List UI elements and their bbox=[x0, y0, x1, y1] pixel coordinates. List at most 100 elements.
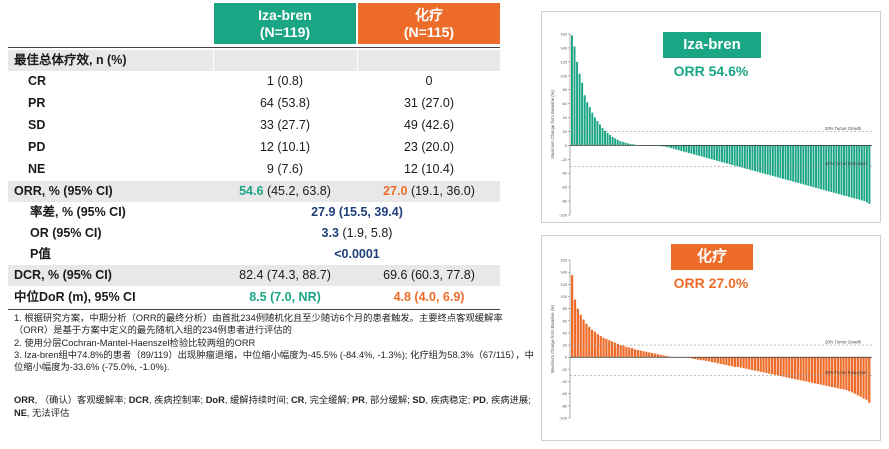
waterfall-bar bbox=[771, 357, 774, 375]
waterfall-bar bbox=[611, 341, 614, 358]
waterfall-bar bbox=[809, 145, 812, 187]
waterfall-bar bbox=[721, 145, 723, 163]
waterfall-bar bbox=[862, 357, 865, 399]
waterfall-bar bbox=[573, 299, 577, 358]
waterfall-bar bbox=[815, 145, 818, 188]
reference-line-label: 30% Tumor Reduction bbox=[825, 370, 867, 375]
table-row: PR 64 (53.8) 31 (27.0) bbox=[8, 93, 500, 114]
waterfall-bar bbox=[713, 357, 717, 363]
waterfall-bar bbox=[859, 357, 862, 397]
dcr-label: DCR, % (95% CI) bbox=[14, 268, 112, 282]
waterfall-bar bbox=[743, 145, 746, 169]
waterfall-bar bbox=[865, 145, 868, 203]
waterfall-bar bbox=[825, 357, 828, 386]
waterfall-bar bbox=[796, 357, 799, 380]
waterfall-bar bbox=[837, 145, 840, 195]
y-tick-label: -80 bbox=[561, 199, 568, 204]
waterfall-bar bbox=[785, 357, 788, 378]
waterfall-bar bbox=[746, 145, 749, 170]
table-row: SD 33 (27.7) 49 (42.6) bbox=[8, 115, 500, 136]
waterfall-bar bbox=[631, 348, 634, 358]
iza-bren-n: (N=119) bbox=[259, 24, 311, 40]
chemo-value: 12 (10.4) bbox=[403, 162, 455, 176]
waterfall-bar bbox=[804, 145, 807, 186]
dor-label: 中位DoR (m), 95% CI bbox=[14, 290, 136, 304]
waterfall-bar bbox=[599, 335, 602, 358]
waterfall-bar bbox=[608, 340, 611, 358]
iza-bren-orr-text: ORR 54.6% bbox=[673, 63, 749, 79]
waterfall-bar bbox=[791, 357, 794, 379]
waterfall-chart-chemo: 160 140 120 100 80 60 40 20 0 -20 -40 -60 -80 -100 Max… bbox=[550, 258, 872, 421]
y-tick-label: 20 bbox=[563, 129, 568, 134]
waterfall-bar bbox=[698, 145, 701, 156]
waterfall-bar bbox=[696, 357, 699, 360]
abbr-term: PD bbox=[472, 395, 486, 405]
waterfall-bar bbox=[605, 339, 608, 358]
waterfall-bar bbox=[588, 107, 591, 146]
waterfall-bar bbox=[742, 357, 745, 369]
waterfall-bar bbox=[711, 357, 714, 363]
y-tick-label: -40 bbox=[561, 171, 568, 176]
waterfall-bar bbox=[662, 355, 665, 358]
y-tick-label: 140 bbox=[560, 45, 567, 50]
waterfall-bar bbox=[665, 145, 668, 147]
waterfall-bar bbox=[702, 357, 705, 361]
dcr-row: DCR, % (95% CI) 82.4 (74.3, 88.7) 69.6 (… bbox=[8, 265, 500, 286]
waterfall-bar bbox=[691, 357, 694, 359]
waterfall-bar bbox=[713, 145, 716, 161]
waterfall-bar bbox=[705, 145, 708, 158]
y-axis-label: Maximum Change from Baseline (%) bbox=[550, 304, 555, 373]
waterfall-bar bbox=[774, 145, 777, 177]
waterfall-bar bbox=[585, 323, 588, 358]
waterfall-bar bbox=[705, 357, 708, 361]
waterfall-bar bbox=[586, 102, 589, 146]
iza-bren-dor: 8.5 (7.0, NR) bbox=[249, 290, 321, 304]
waterfall-panel-chemo: 160 140 120 100 80 60 40 20 0 -20 -40 -60 -80 -100 Max… bbox=[541, 235, 881, 441]
waterfall-bar bbox=[611, 137, 614, 146]
iza-bren-value: 12 (10.1) bbox=[259, 140, 311, 154]
waterfall-bar bbox=[690, 145, 693, 154]
row-label: NE bbox=[28, 162, 46, 176]
waterfall-bar bbox=[736, 357, 739, 367]
waterfall-bar bbox=[759, 145, 762, 173]
row-label: PR bbox=[28, 96, 46, 110]
row-label: PD bbox=[28, 140, 46, 154]
reference-line-label: 20% Tumor Growth bbox=[825, 340, 862, 345]
waterfall-bar bbox=[728, 357, 731, 366]
waterfall-bar bbox=[825, 145, 828, 191]
waterfall-bar bbox=[582, 319, 585, 358]
diff-value: 27.9 (15.5, 39.4) bbox=[311, 205, 403, 219]
abbr-def: 缓解持续时间 bbox=[229, 395, 286, 405]
waterfall-bar bbox=[808, 357, 811, 383]
waterfall-bar bbox=[779, 357, 782, 377]
waterfall-bar bbox=[576, 61, 579, 146]
waterfall-bar bbox=[851, 357, 854, 393]
waterfall-bar bbox=[726, 145, 729, 164]
waterfall-bar bbox=[609, 134, 612, 146]
abbr-term: PR bbox=[351, 395, 365, 405]
y-tick-label: 100 bbox=[560, 294, 567, 299]
waterfall-bar bbox=[762, 357, 765, 373]
iza-bren-value: 33 (27.7) bbox=[259, 118, 311, 132]
iza-bren-dcr: 82.4 (74.3, 88.7) bbox=[239, 268, 331, 282]
waterfall-bar bbox=[845, 145, 848, 197]
y-tick-label: 160 bbox=[560, 32, 567, 37]
y-tick-label: 140 bbox=[560, 270, 567, 275]
bor-header-label: 最佳总体疗效, n (%) bbox=[14, 53, 127, 67]
y-tick-label: 0 bbox=[565, 143, 568, 148]
waterfall-bar bbox=[739, 357, 742, 368]
waterfall-bar bbox=[588, 326, 591, 358]
waterfall-bar bbox=[653, 353, 657, 358]
y-tick-label: -100 bbox=[559, 416, 568, 421]
waterfall-bar bbox=[865, 357, 868, 400]
waterfall-bar bbox=[863, 145, 866, 202]
iza-bren-column-header: Iza-bren (N=119) bbox=[214, 3, 356, 44]
orr-row: ORR, % (95% CI) 54.6 (45.2, 63.8) 27.0 (… bbox=[8, 181, 500, 202]
waterfall-bar bbox=[699, 357, 702, 361]
waterfall-bar bbox=[708, 145, 711, 159]
waterfall-bar bbox=[642, 351, 645, 358]
waterfall-panel-iza-bren: 160 140 120 100 80 60 40 20 0 -20 -40 -60 -80 -100 Max… bbox=[541, 11, 881, 223]
waterfall-bar bbox=[848, 145, 851, 197]
waterfall-bar bbox=[817, 145, 820, 189]
chemo-orr: 27.0 bbox=[383, 184, 408, 198]
